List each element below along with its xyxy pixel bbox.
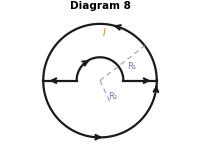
Text: I: I xyxy=(103,28,106,38)
Text: R₂: R₂ xyxy=(108,92,117,101)
Title: Diagram 8: Diagram 8 xyxy=(70,1,130,11)
Text: R₁: R₁ xyxy=(127,62,136,71)
